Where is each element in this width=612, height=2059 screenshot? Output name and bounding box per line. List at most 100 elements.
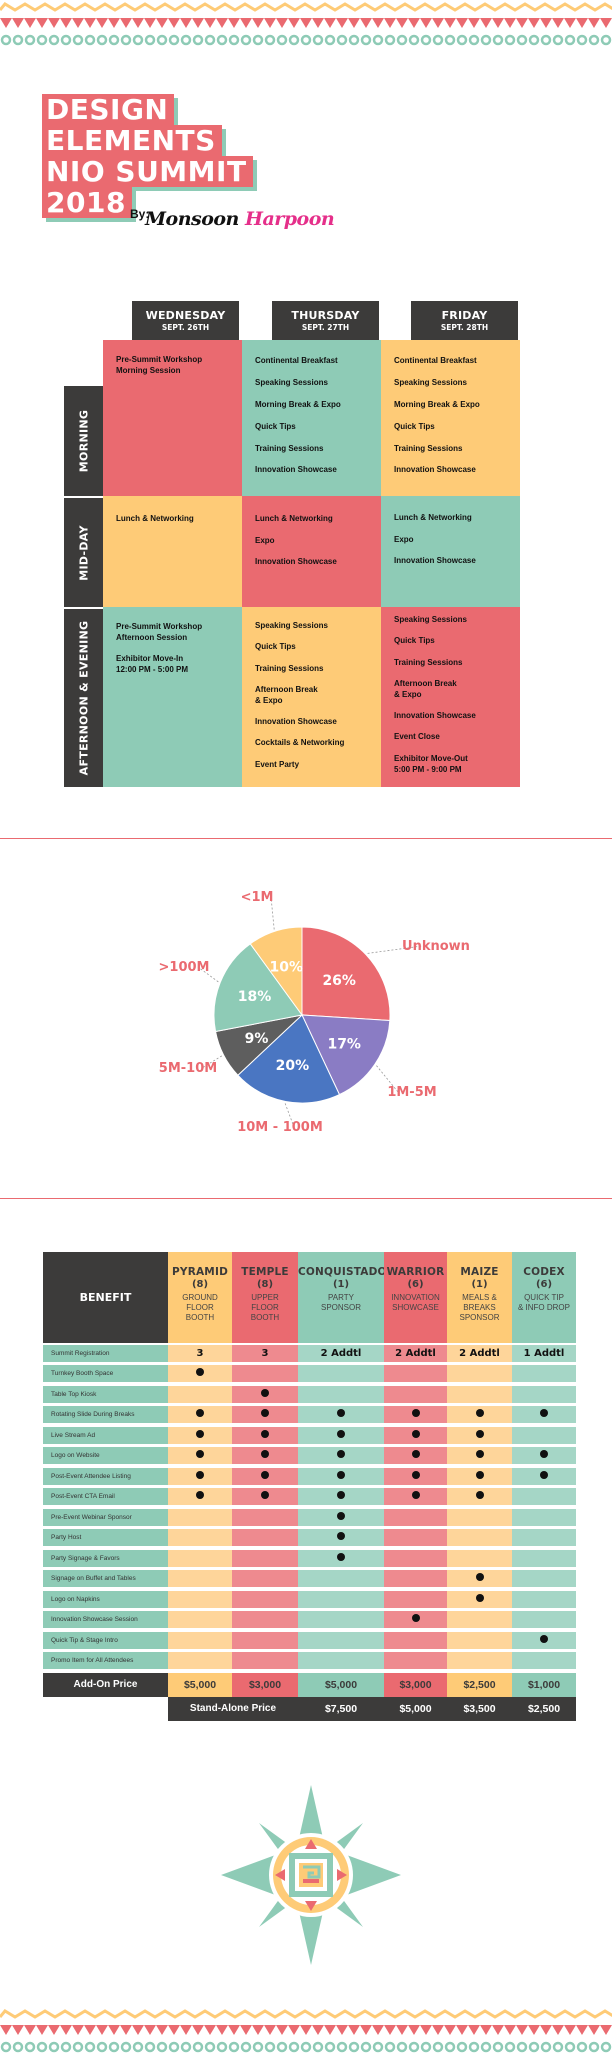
sponsor-name: PYRAMID	[172, 1266, 228, 1278]
day-header-friday: FRIDAY SEPT. 28TH	[411, 301, 518, 340]
benefit-cell	[384, 1385, 447, 1403]
pie-slice	[237, 1014, 341, 1104]
period-label: MID-DAY	[77, 524, 90, 581]
included-dot-icon	[261, 1470, 269, 1479]
schedule-event: Innovation Showcase	[255, 557, 337, 566]
schedule-event: Training Sessions	[394, 658, 463, 667]
day-name: FRIDAY	[441, 309, 488, 322]
benefit-cell	[447, 1365, 512, 1382]
included-dot-icon	[261, 1450, 269, 1458]
benefit-cell	[168, 1447, 232, 1464]
addon-price: $3,000	[232, 1672, 298, 1697]
top-decorative-border	[0, 2, 612, 46]
included-dot-icon	[411, 1491, 420, 1499]
schedule-event: Pre-Summit Workshop Afternoon Session	[116, 622, 203, 642]
benefit-cell	[512, 1611, 576, 1628]
divider-line	[0, 1198, 612, 1199]
benefit-cell	[168, 1508, 232, 1526]
schedule-event: Continental Breakfast	[255, 356, 338, 365]
pie-slice-label: Unknown	[402, 939, 470, 954]
benefit-cell	[447, 1508, 512, 1526]
sponsor-count: (1)	[332, 1279, 350, 1290]
schedule-event: Innovation Showcase	[394, 465, 476, 474]
included-dot-icon	[261, 1429, 269, 1438]
benefit-row-label: Promo Item for All Attendees	[43, 1652, 168, 1669]
included-dot-icon	[337, 1450, 345, 1458]
pie-slice-value: 18%	[238, 989, 272, 1005]
benefit-cell	[168, 1467, 232, 1485]
title-line-1: DESIGN	[42, 94, 175, 125]
benefit-row-label: Post-Event Attendee Listing	[43, 1467, 168, 1485]
sponsor-count: (8)	[256, 1279, 274, 1290]
cell-wed-afternoon: Pre-Summit Workshop Afternoon Session Ex…	[103, 607, 242, 787]
cell-wed-midday: Lunch & Networking	[103, 496, 242, 607]
sponsor-column-header: MAIZE (1) MEALS & BREAKS SPONSOR	[447, 1252, 512, 1343]
included-dot-icon	[411, 1470, 420, 1479]
benefit-cell	[447, 1426, 512, 1444]
benefit-cell	[512, 1570, 576, 1587]
benefit-cell	[512, 1406, 576, 1423]
schedule-event: Continental Breakfast	[394, 356, 477, 365]
included-dot-icon	[540, 1470, 548, 1479]
period-midday: MID-DAY	[64, 498, 103, 607]
benefit-cell	[232, 1365, 298, 1382]
schedule-event: Innovation Showcase	[394, 711, 476, 720]
benefit-cell	[512, 1467, 576, 1485]
benefit-header: BENEFIT	[43, 1252, 168, 1343]
benefit-cell	[298, 1570, 384, 1587]
benefit-cell	[232, 1426, 298, 1444]
cell-fri-afternoon: Speaking Sessions Quick Tips Training Se…	[381, 607, 520, 787]
benefit-cell	[298, 1447, 384, 1464]
sponsor-description: UPPER FLOOR BOOTH	[250, 1293, 280, 1322]
benefit-cell	[512, 1529, 576, 1546]
pie-leader-line	[197, 966, 219, 983]
benefit-row-label: Rotating Slide During Breaks	[43, 1406, 168, 1423]
benefit-cell	[298, 1365, 384, 1382]
by-label: By:	[130, 207, 150, 221]
pie-slice	[249, 926, 303, 1017]
sponsor-column-header: TEMPLE (8) UPPER FLOOR BOOTH	[232, 1252, 298, 1343]
schedule-event: Quick Tips	[394, 636, 435, 645]
benefit-cell	[384, 1570, 447, 1587]
benefit-cell	[232, 1508, 298, 1526]
benefit-cell	[232, 1631, 298, 1649]
benefit-cell	[512, 1631, 576, 1649]
schedule-event: Expo	[394, 535, 414, 544]
benefit-cell	[384, 1447, 447, 1464]
benefit-cell	[298, 1611, 384, 1628]
pie-leader-line	[376, 1065, 399, 1093]
day-date: SEPT. 28TH	[440, 323, 489, 332]
pie-slice-value: 26%	[322, 973, 356, 989]
benefit-cell	[298, 1467, 384, 1485]
schedule-event: Speaking Sessions	[255, 621, 328, 630]
benefit-cell	[512, 1652, 576, 1669]
pie-slice-value: 17%	[327, 1037, 361, 1053]
signature-part-2: Harpoon	[245, 208, 335, 230]
schedule-event: Afternoon Break & Expo	[394, 679, 457, 699]
sponsor-column-header: CODEX (6) QUICK TIP & INFO DROP	[512, 1252, 576, 1343]
pie-slice-label: 1M-5M	[387, 1085, 436, 1100]
schedule-event: Pre-Summit Workshop Morning Session	[116, 355, 203, 375]
benefit-cell	[298, 1385, 384, 1403]
sponsor-name: MAIZE	[460, 1266, 499, 1278]
benefit-cell	[512, 1426, 576, 1444]
schedule-event: Speaking Sessions	[394, 378, 467, 387]
included-dot-icon	[337, 1470, 345, 1479]
schedule-event: Training Sessions	[255, 664, 324, 673]
included-dot-icon	[475, 1429, 484, 1438]
pie-slice	[301, 1014, 391, 1096]
included-dot-icon	[261, 1491, 269, 1499]
benefit-row-label: Logo on Website	[43, 1447, 168, 1464]
benefit-cell	[384, 1406, 447, 1423]
addon-price: $5,000	[298, 1672, 384, 1697]
included-dot-icon	[196, 1409, 204, 1417]
sponsor-name: CONQUISTADOR	[298, 1266, 395, 1278]
included-dot-icon	[196, 1470, 204, 1479]
divider-line	[0, 838, 612, 839]
day-name: WEDNESDAY	[145, 309, 226, 322]
included-dot-icon	[337, 1552, 345, 1561]
included-dot-icon	[337, 1409, 345, 1417]
schedule-event: Training Sessions	[394, 444, 463, 453]
benefit-cell	[232, 1611, 298, 1628]
benefit-cell	[298, 1426, 384, 1444]
